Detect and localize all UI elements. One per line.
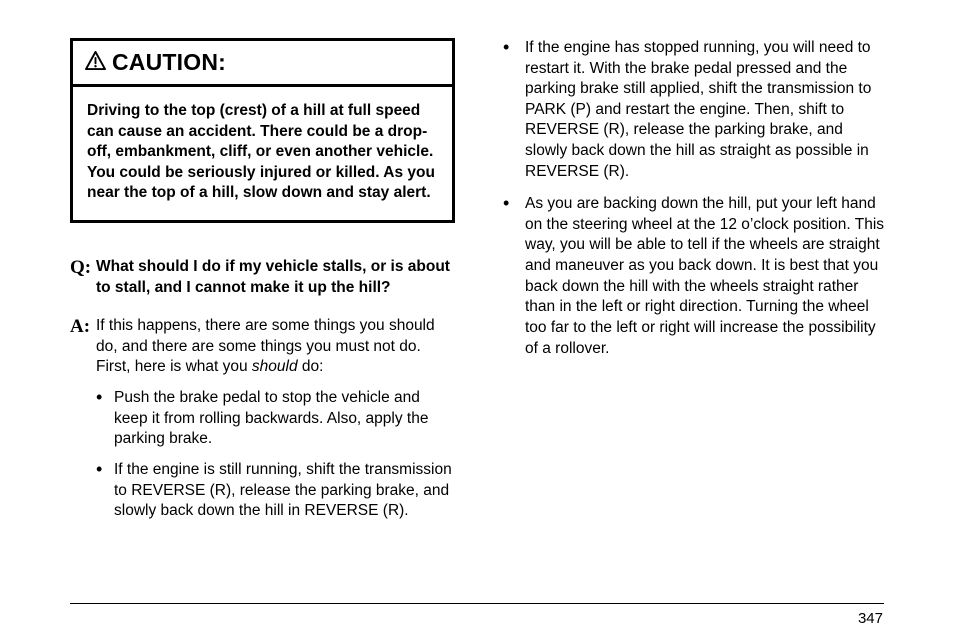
question-text: What should I do if my vehicle stalls, o… bbox=[96, 257, 455, 298]
caution-title: CAUTION: bbox=[112, 49, 226, 76]
question-row: Q: What should I do if my vehicle stalls… bbox=[70, 257, 455, 298]
answer-should: should bbox=[252, 358, 298, 375]
list-item: Push the brake pedal to stop the vehicle… bbox=[96, 388, 455, 450]
caution-box: CAUTION: Driving to the top (crest) of a… bbox=[70, 38, 455, 223]
right-column: If the engine has stopped running, you w… bbox=[499, 38, 884, 532]
caution-header: CAUTION: bbox=[73, 41, 452, 87]
footer-rule bbox=[70, 603, 884, 604]
warning-triangle-icon bbox=[85, 51, 106, 75]
page-number: 347 bbox=[858, 610, 883, 627]
left-column: CAUTION: Driving to the top (crest) of a… bbox=[70, 38, 455, 532]
answer-text: If this happens, there are some things y… bbox=[96, 316, 455, 378]
list-item: If the engine has stopped running, you w… bbox=[503, 38, 884, 182]
answer-row: A: If this happens, there are some thing… bbox=[70, 316, 455, 378]
list-item: As you are backing down the hill, put yo… bbox=[503, 194, 884, 359]
two-column-layout: CAUTION: Driving to the top (crest) of a… bbox=[70, 38, 884, 532]
q-label: Q: bbox=[70, 257, 96, 298]
right-bullet-list: If the engine has stopped running, you w… bbox=[499, 38, 884, 359]
list-item: If the engine is still running, shift th… bbox=[96, 460, 455, 522]
caution-body: Driving to the top (crest) of a hill at … bbox=[73, 87, 452, 220]
answer-tail: do: bbox=[298, 358, 324, 375]
qa-section: Q: What should I do if my vehicle stalls… bbox=[70, 257, 455, 522]
manual-page: CAUTION: Driving to the top (crest) of a… bbox=[0, 0, 954, 636]
left-bullet-list: Push the brake pedal to stop the vehicle… bbox=[70, 388, 455, 522]
a-label: A: bbox=[70, 316, 96, 378]
